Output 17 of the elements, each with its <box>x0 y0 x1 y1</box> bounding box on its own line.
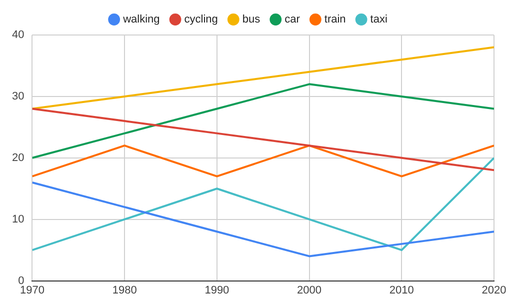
y-tick-label: 30 <box>12 90 24 102</box>
x-tick-label: 2020 <box>482 284 506 296</box>
x-tick-label: 1990 <box>204 284 230 296</box>
y-tick-label: 20 <box>12 152 24 164</box>
x-tick-label: 2010 <box>389 284 414 296</box>
legend-label: bus <box>242 14 261 26</box>
y-tick-label: 10 <box>12 213 24 226</box>
x-tick-label: 1970 <box>20 284 44 296</box>
legend-label: cycling <box>184 14 218 26</box>
legend-label: walking <box>122 14 160 26</box>
legend-label: train <box>324 14 346 26</box>
x-tick-label: 1980 <box>112 284 137 296</box>
legend-label: taxi <box>370 14 388 26</box>
y-tick-label: 0 <box>18 274 24 287</box>
x-tick-label: 2000 <box>297 284 322 296</box>
legend-label: car <box>284 14 300 26</box>
y-tick-label: 40 <box>12 29 24 42</box>
